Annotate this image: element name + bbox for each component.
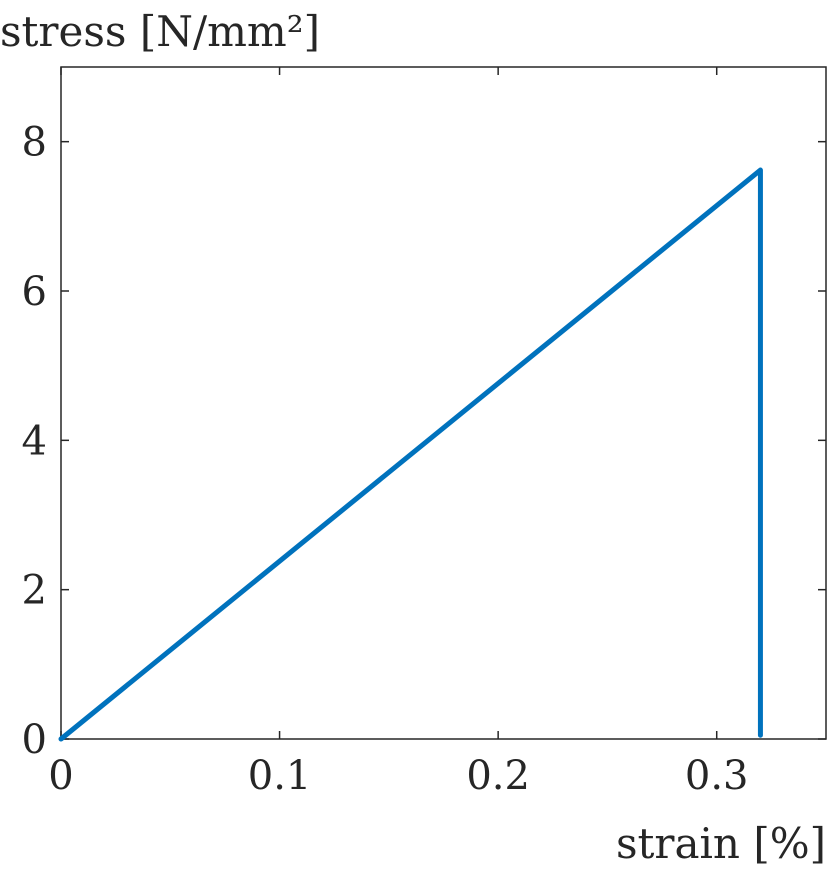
y-tick-label: 4 xyxy=(22,418,47,464)
y-axis-ticks: 0 2 4 6 8 xyxy=(22,120,826,763)
series-layer xyxy=(58,167,763,742)
x-axis-ticks: 0 0.1 0.2 0.3 xyxy=(48,67,749,799)
x-tick-label: 0.3 xyxy=(685,753,749,799)
x-tick-label: 0.2 xyxy=(466,753,530,799)
plot-box xyxy=(60,66,827,740)
series-line xyxy=(58,167,763,742)
plot-area xyxy=(60,66,827,740)
y-tick-label: 6 xyxy=(22,269,47,315)
x-axis-label: strain [%] xyxy=(616,819,826,868)
x-tick-label: 0 xyxy=(48,753,73,799)
y-axis-label: stress [N/mm²] xyxy=(0,7,320,56)
y-tick-label: 0 xyxy=(22,717,47,763)
x-tick-label: 0.1 xyxy=(248,753,312,799)
y-tick-label: 2 xyxy=(22,568,47,614)
y-tick-label: 8 xyxy=(22,120,47,166)
